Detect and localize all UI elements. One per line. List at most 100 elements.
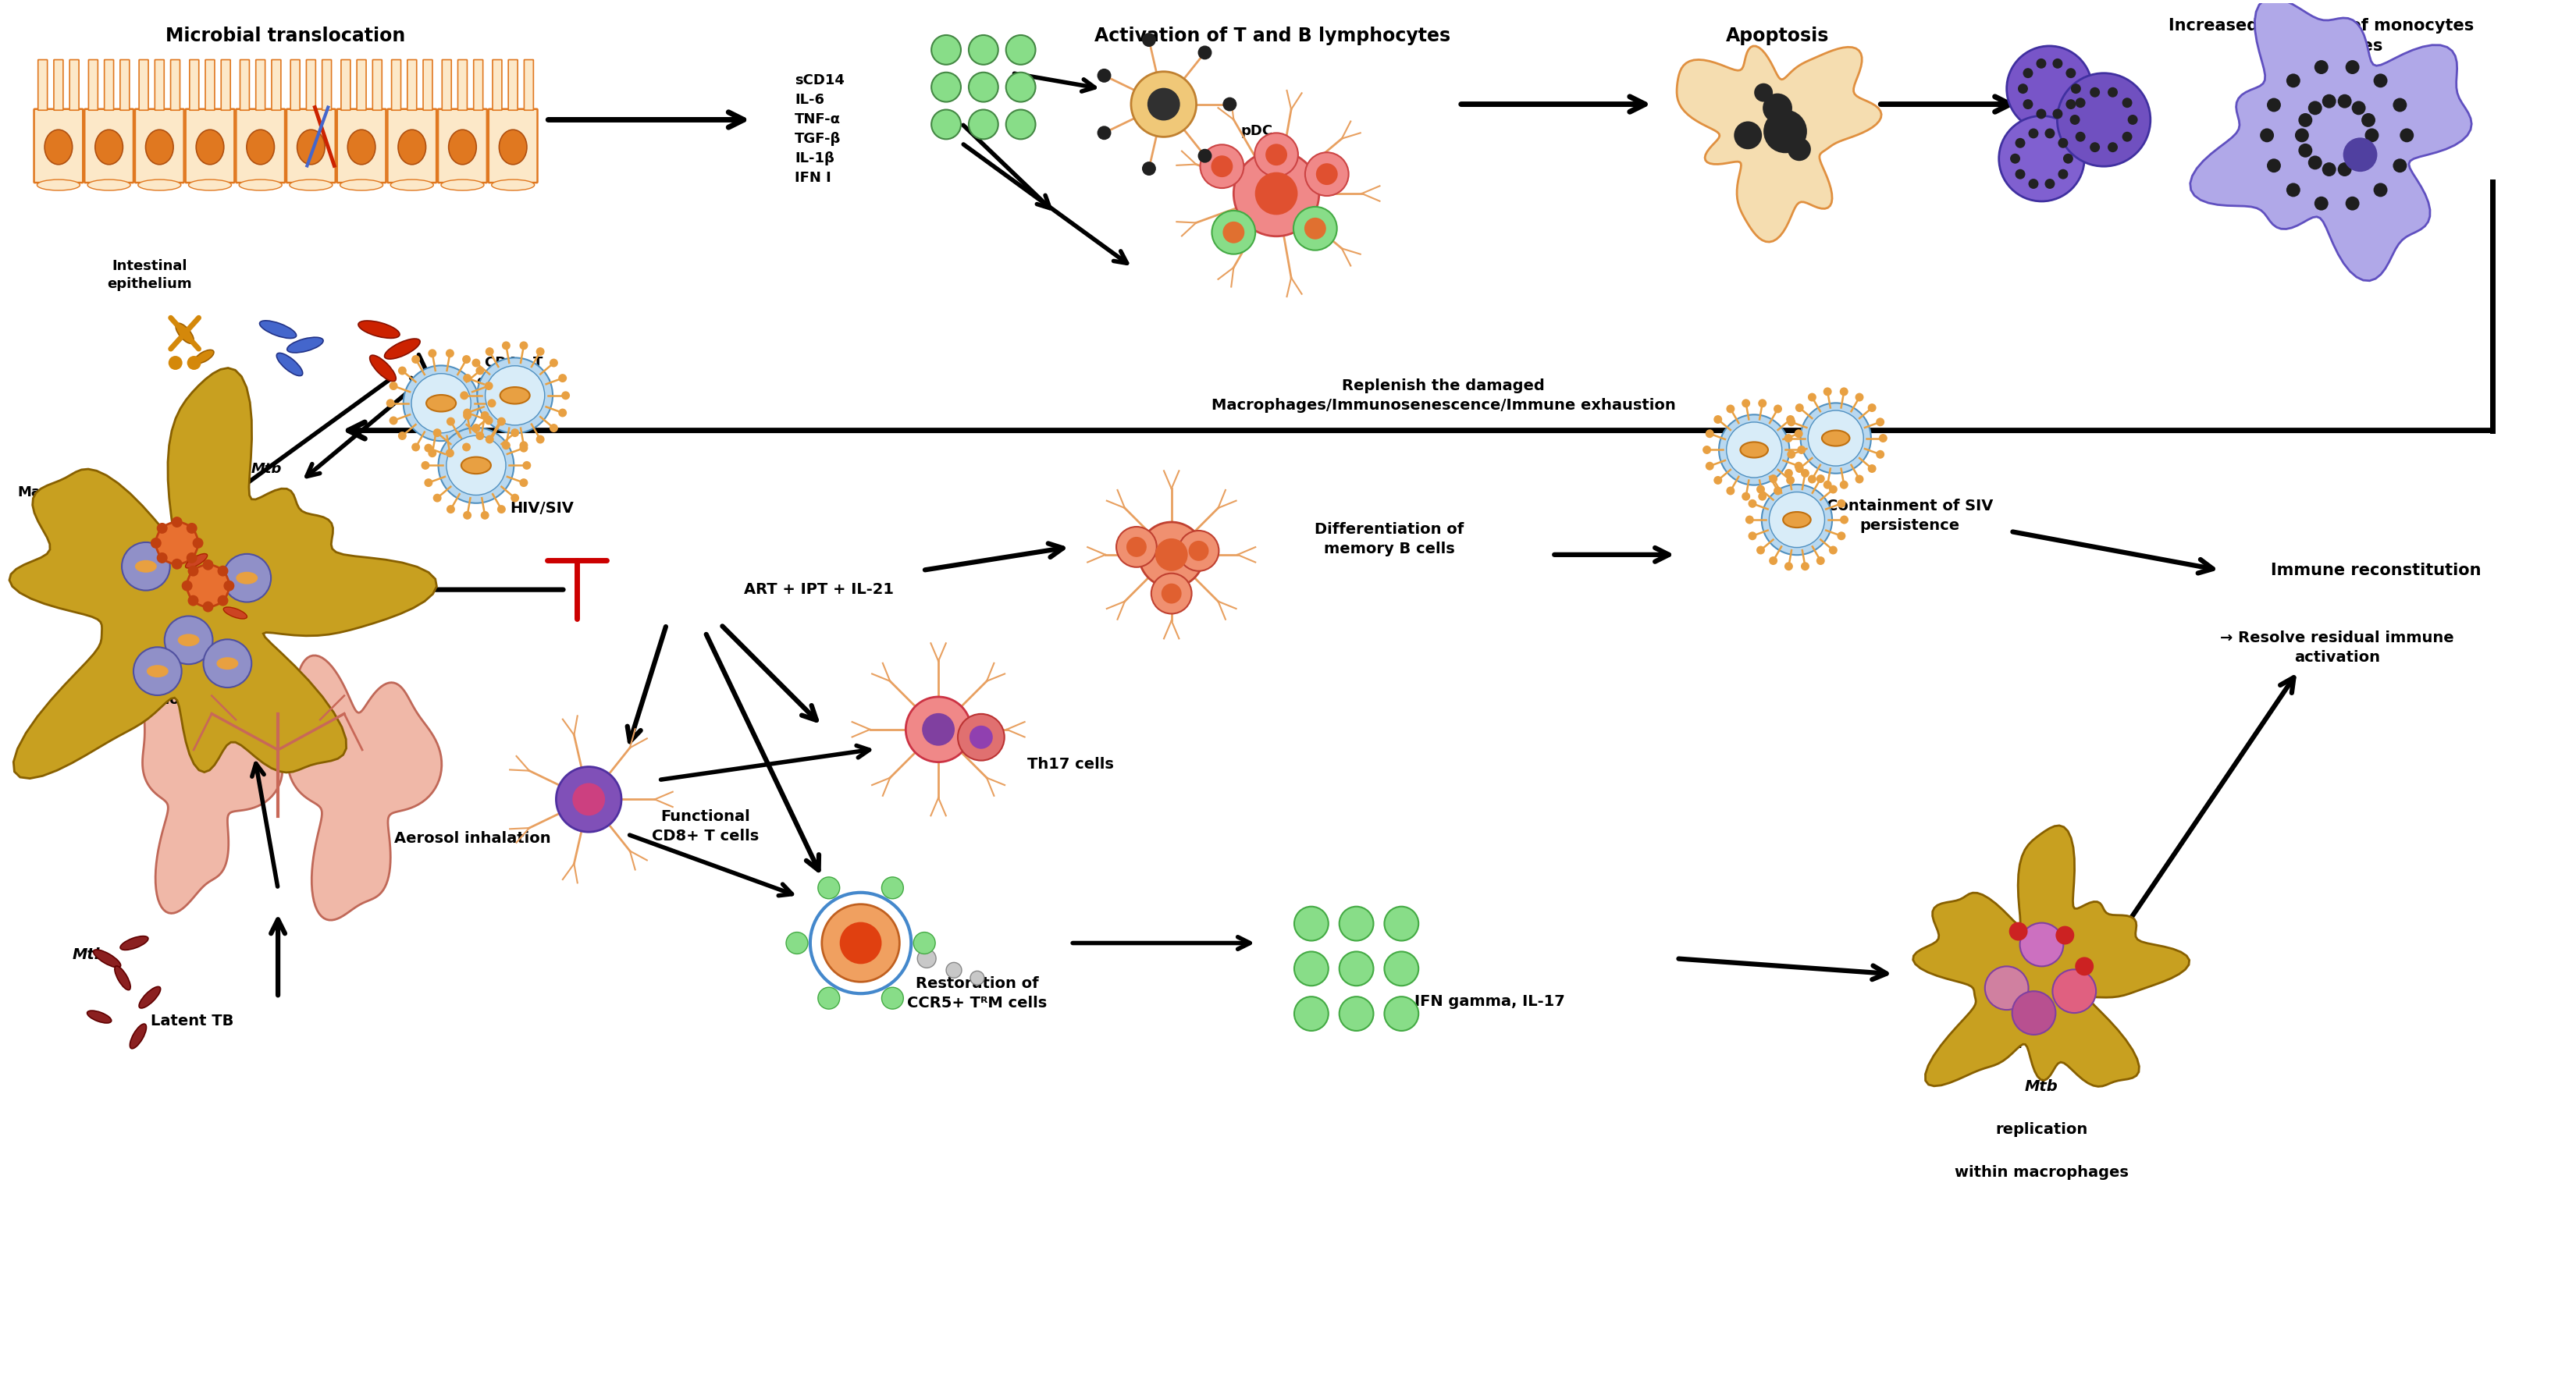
Text: Mtb: Mtb [250,463,281,476]
Text: Apoptosis: Apoptosis [1726,26,1829,46]
Circle shape [204,639,252,688]
Circle shape [2009,922,2027,940]
Circle shape [969,35,997,65]
Circle shape [2123,97,2133,108]
Circle shape [2107,142,2117,153]
Circle shape [1801,469,1808,478]
Circle shape [1798,446,1806,454]
Circle shape [1316,164,1337,185]
Circle shape [2066,99,2076,110]
Ellipse shape [88,1011,111,1024]
Circle shape [1816,557,1824,565]
FancyBboxPatch shape [523,60,533,110]
FancyBboxPatch shape [340,60,350,110]
Ellipse shape [134,560,157,572]
Circle shape [477,432,484,440]
FancyBboxPatch shape [85,108,134,183]
Circle shape [1224,97,1236,111]
Ellipse shape [129,1024,147,1049]
Circle shape [1801,403,1870,474]
Text: Restoration of
CCR5+ TᴿM cells: Restoration of CCR5+ TᴿM cells [907,976,1048,1011]
Circle shape [2063,154,2074,164]
Ellipse shape [196,129,224,164]
FancyBboxPatch shape [237,108,286,183]
Circle shape [1839,481,1847,489]
Ellipse shape [216,657,240,669]
FancyBboxPatch shape [291,60,299,110]
FancyBboxPatch shape [54,60,64,110]
Polygon shape [289,656,440,920]
Circle shape [2035,58,2045,68]
FancyBboxPatch shape [322,60,332,110]
Circle shape [487,399,497,407]
Circle shape [523,461,531,469]
Circle shape [2076,957,2094,975]
Circle shape [2287,74,2300,88]
Circle shape [2053,108,2063,119]
Circle shape [1875,450,1886,458]
Circle shape [520,442,528,450]
Circle shape [165,617,214,664]
Circle shape [2058,138,2069,149]
FancyBboxPatch shape [222,60,229,110]
Circle shape [2045,128,2056,139]
Circle shape [933,35,961,65]
Circle shape [2009,154,2020,164]
Circle shape [482,511,489,519]
Circle shape [907,697,971,763]
Circle shape [2027,179,2038,189]
Circle shape [2058,74,2151,167]
Ellipse shape [296,129,325,164]
Ellipse shape [95,129,124,164]
Ellipse shape [492,179,533,190]
Text: HIV/SIV: HIV/SIV [510,500,574,515]
Ellipse shape [289,179,332,190]
Circle shape [1999,115,2084,201]
Ellipse shape [1741,442,1767,457]
Circle shape [188,594,198,606]
Circle shape [1726,486,1734,494]
Circle shape [1855,475,1862,483]
Circle shape [1855,393,1862,401]
Circle shape [484,347,495,356]
Circle shape [559,374,567,382]
Ellipse shape [384,339,420,358]
Circle shape [412,374,471,433]
Circle shape [1785,433,1793,443]
Ellipse shape [88,179,131,190]
Circle shape [945,963,961,978]
Circle shape [1801,563,1808,571]
Circle shape [1868,464,1875,472]
Circle shape [822,904,899,982]
Circle shape [1139,522,1203,588]
Circle shape [149,538,162,549]
FancyBboxPatch shape [358,60,366,110]
Circle shape [2007,46,2092,132]
Circle shape [2336,163,2352,176]
Circle shape [1824,481,1832,489]
Circle shape [1788,450,1795,458]
Circle shape [2076,132,2087,142]
Circle shape [881,988,904,1008]
Circle shape [433,493,440,503]
Circle shape [2295,128,2308,142]
Circle shape [1705,461,1713,471]
Circle shape [1785,415,1795,424]
Circle shape [188,565,229,607]
Text: replication: replication [1996,1122,2087,1136]
Circle shape [2298,113,2313,128]
Circle shape [1177,531,1218,571]
Circle shape [1115,526,1157,567]
Circle shape [1837,532,1844,540]
Ellipse shape [340,179,384,190]
Circle shape [484,435,495,443]
Ellipse shape [44,129,72,164]
Circle shape [2020,922,2063,967]
Circle shape [958,714,1005,761]
Text: Intestinal
epithelium: Intestinal epithelium [108,258,191,292]
Circle shape [2347,60,2360,74]
Circle shape [556,767,621,832]
FancyBboxPatch shape [33,108,82,183]
Ellipse shape [461,457,492,474]
Polygon shape [142,657,283,914]
